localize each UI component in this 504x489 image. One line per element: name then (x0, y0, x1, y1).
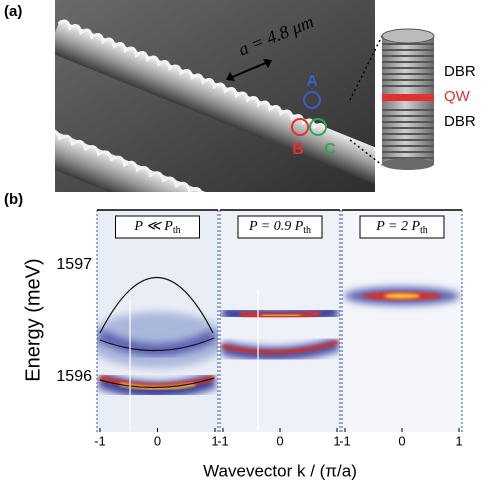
panel-title: P = 2 Pth (375, 219, 428, 236)
panel-title: P = 0.9 Pth (248, 219, 311, 236)
spectrum (342, 210, 462, 432)
site-label: C (324, 141, 336, 158)
panel-title-subscript: th (303, 225, 311, 236)
spectrum (97, 210, 218, 432)
panel-label: (a) (4, 3, 22, 20)
x-tick-label: 1 (455, 433, 462, 448)
layer-label: QW (444, 88, 471, 105)
pillar (381, 28, 435, 170)
panel-title: P ≪ Pth (133, 219, 180, 236)
y-tick-label: 1596 (56, 368, 92, 385)
x-tick-label: -1 (217, 433, 229, 448)
site-label: B (292, 141, 304, 158)
layer-label: DBR (444, 63, 476, 80)
site-label: A (306, 73, 318, 90)
title-box (115, 215, 200, 239)
title-box (237, 215, 323, 239)
title-box (359, 215, 445, 239)
spectrum (220, 210, 340, 432)
x-axis-label: Wavevector k / (π/a) (203, 461, 357, 480)
panel-title-subscript: th (420, 225, 428, 236)
x-tick-label: 0 (398, 433, 405, 448)
y-tick-label: 1597 (56, 256, 92, 273)
x-tick-label: -1 (339, 433, 351, 448)
panel-label: (b) (4, 191, 23, 208)
x-tick-label: 0 (154, 433, 161, 448)
panel-title-subscript: th (173, 225, 181, 236)
x-tick-label: 1 (333, 433, 340, 448)
x-tick-label: -1 (94, 433, 106, 448)
panel-title-text: P = 0.9 P (248, 219, 304, 234)
panel-title-text: P = 2 P (375, 219, 420, 234)
panel-title-text: P ≪ P (133, 219, 173, 234)
x-tick-label: 0 (276, 433, 283, 448)
sem-image (55, 0, 375, 192)
y-axis-label: Energy (meV) (22, 258, 44, 381)
layer-label: DBR (444, 113, 476, 130)
x-tick-label: 1 (211, 433, 218, 448)
